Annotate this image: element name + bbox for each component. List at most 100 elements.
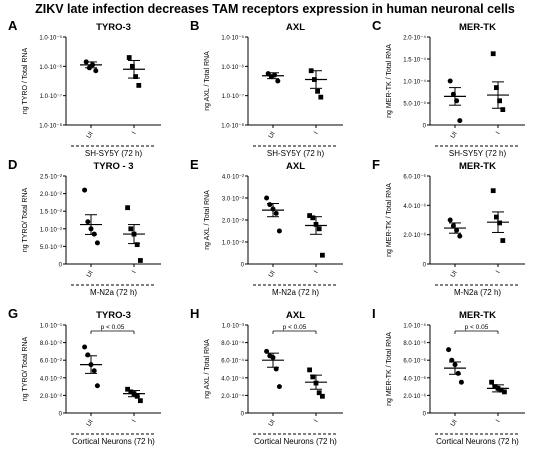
x-tick-label: I: [495, 269, 502, 274]
panel-letter: G: [8, 306, 18, 321]
significance-label: p < 0.05: [283, 324, 307, 331]
x-tick-label: UI: [85, 130, 94, 139]
data-point-infected: [489, 379, 494, 385]
panel-title: TYRO-3: [96, 310, 131, 321]
y-tick-label: 4.0·10⁻⁶: [403, 375, 426, 382]
y-tick-label: 1.5·10⁻⁴: [403, 57, 426, 64]
group-label: M-N2a (72 h): [454, 288, 501, 297]
data-point-uninfected: [458, 379, 464, 385]
data-point-infected: [126, 55, 132, 60]
data-point-infected: [498, 387, 504, 393]
data-point-infected: [307, 367, 312, 373]
x-tick-label: UI: [449, 418, 458, 427]
y-tick-label: 1.0·10⁻⁵: [221, 35, 244, 42]
data-point-uninfected: [91, 368, 97, 374]
data-point-infected: [138, 258, 143, 263]
data-point-infected: [128, 226, 134, 232]
data-point-infected: [497, 220, 502, 226]
data-point-infected: [494, 214, 499, 220]
x-tick-label: I: [313, 418, 320, 423]
x-tick-label: UI: [85, 418, 94, 427]
x-tick-label: I: [131, 418, 138, 423]
data-point-uninfected: [264, 348, 270, 354]
data-point-infected: [130, 63, 135, 69]
y-axis-label: ng AXL / Total RNA: [204, 339, 211, 399]
data-point-uninfected: [276, 228, 282, 234]
y-tick-label: 0: [59, 412, 63, 418]
data-point-uninfected: [273, 210, 279, 216]
data-point-uninfected: [93, 68, 99, 74]
data-point-uninfected: [276, 384, 282, 390]
x-tick-label: I: [131, 269, 138, 274]
y-tick-label: 0: [241, 263, 245, 269]
y-tick-label: 8.0·10⁻²: [40, 341, 62, 347]
data-point-infected: [500, 107, 506, 112]
y-tick-label: 8.0·10⁻⁴: [221, 340, 244, 347]
y-tick-label: 2.0·10⁻²: [222, 219, 244, 225]
panel-title: MER-TK: [459, 310, 496, 321]
y-axis-label: ng TYRO / Total RNA: [22, 48, 29, 115]
x-tick-label: I: [495, 130, 502, 135]
y-tick-label: 5.0·10⁻³: [40, 245, 62, 251]
data-point-uninfected: [446, 347, 452, 353]
y-tick-label: 8.0·10⁻⁶: [403, 340, 426, 347]
data-point-uninfected: [94, 383, 100, 389]
panel-letter: B: [190, 18, 199, 33]
y-tick-label: 6.0·10⁻⁶: [403, 358, 426, 365]
y-axis-label: ng MER-TK / Total RNA: [386, 44, 393, 118]
y-tick-label: 0: [423, 263, 427, 269]
data-point-infected: [320, 252, 325, 258]
y-tick-label: 1.0·10⁻⁶: [221, 64, 244, 71]
y-tick-label: 2.0·10⁻⁶: [403, 393, 426, 400]
y-tick-label: 6.0·10⁻⁴: [221, 358, 244, 365]
y-tick-label: 1.0·10⁻²: [222, 241, 244, 247]
data-point-uninfected: [85, 352, 91, 358]
y-tick-label: 6.0·10⁻⁶: [403, 174, 426, 181]
panel-letter: F: [372, 157, 380, 172]
data-point-infected: [500, 238, 506, 243]
data-point-infected: [133, 74, 138, 79]
group-label: Cortical Neurons (72 h): [254, 437, 337, 446]
y-tick-label: 1.0·10⁻⁷: [40, 93, 62, 100]
group-label: Cortical Neurons (72 h): [436, 437, 519, 446]
y-tick-label: 1.0·10⁻⁴: [403, 79, 426, 86]
data-point-infected: [134, 242, 140, 248]
data-point-uninfected: [264, 195, 270, 201]
y-tick-label: 5.0·10⁻⁵: [403, 101, 426, 108]
y-tick-label: 1.5·10⁻²: [40, 210, 62, 216]
data-point-infected: [318, 94, 324, 100]
panel-title: AXL: [286, 310, 305, 321]
y-tick-label: 6.0·10⁻²: [40, 359, 62, 365]
x-tick-label: I: [495, 418, 502, 423]
y-tick-label: 4.0·10⁻⁴: [221, 375, 244, 382]
panel-letter: D: [8, 157, 17, 172]
y-tick-label: 2.0·10⁻²: [40, 192, 62, 198]
group-label: SH-SY5Y (72 h): [449, 149, 507, 158]
group-label: M-N2a (72 h): [90, 288, 137, 297]
data-point-uninfected: [267, 202, 273, 208]
data-point-uninfected: [447, 78, 453, 84]
y-tick-label: 0: [59, 263, 63, 269]
y-tick-label: 1.0·10⁻³: [222, 324, 244, 330]
data-point-infected: [320, 393, 325, 399]
y-tick-label: 1.0·10⁻⁵: [403, 323, 426, 330]
data-point-infected: [490, 51, 496, 57]
panel-title: TYRO - 3: [93, 161, 133, 172]
y-tick-label: 2.0·10⁻⁴: [221, 393, 244, 400]
panel-title: MER-TK: [459, 22, 496, 33]
group-label: SH-SY5Y (72 h): [85, 149, 143, 158]
data-point-infected: [492, 384, 498, 389]
panel-letter: E: [190, 157, 199, 172]
data-point-infected: [490, 188, 496, 194]
data-point-uninfected: [273, 366, 279, 372]
data-point-infected: [497, 98, 502, 104]
group-label: M-N2a (72 h): [272, 288, 319, 297]
x-tick-label: I: [131, 130, 138, 135]
data-point-infected: [316, 390, 322, 396]
significance-label: p < 0.05: [101, 324, 125, 331]
y-axis-label: ng AXL / Total RNA: [204, 190, 211, 250]
significance-label: p < 0.05: [465, 324, 489, 331]
y-tick-label: 0: [241, 412, 245, 418]
y-tick-label: 1.0·10⁻⁸: [39, 123, 62, 130]
data-point-infected: [315, 88, 320, 94]
